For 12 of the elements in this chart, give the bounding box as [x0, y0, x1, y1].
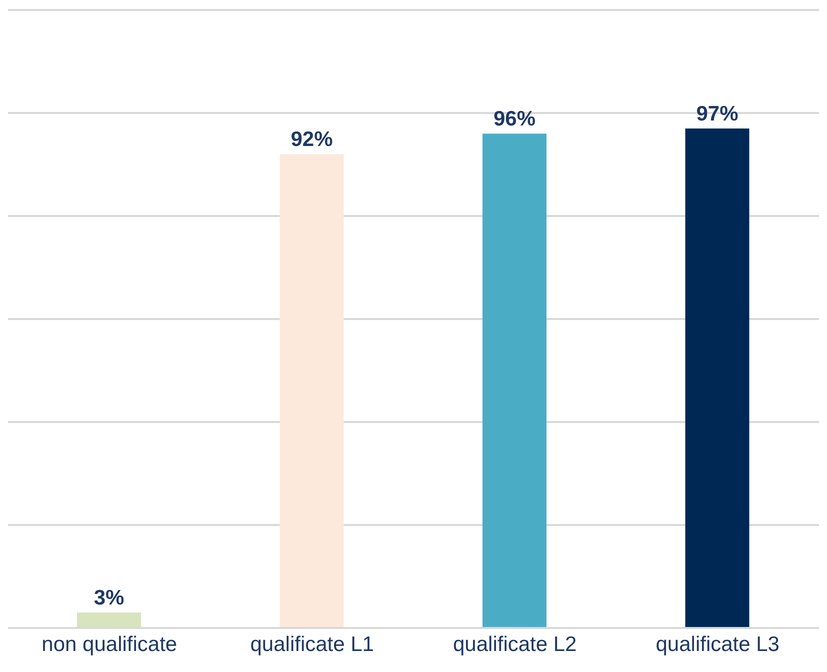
- x-tick-label: qualificate L3: [656, 632, 780, 656]
- bar: [77, 612, 141, 628]
- data-label: 92%: [290, 128, 334, 152]
- x-tick-label: qualificate L1: [250, 632, 374, 656]
- data-label: 97%: [696, 102, 739, 126]
- bar: [482, 134, 546, 628]
- data-label: 3%: [94, 586, 124, 610]
- data-label: 96%: [493, 108, 536, 131]
- bar: [280, 154, 344, 628]
- bar: [685, 128, 750, 628]
- x-tick-label: qualificate L2: [452, 632, 577, 656]
- x-tick-label: non qualificate: [42, 632, 178, 656]
